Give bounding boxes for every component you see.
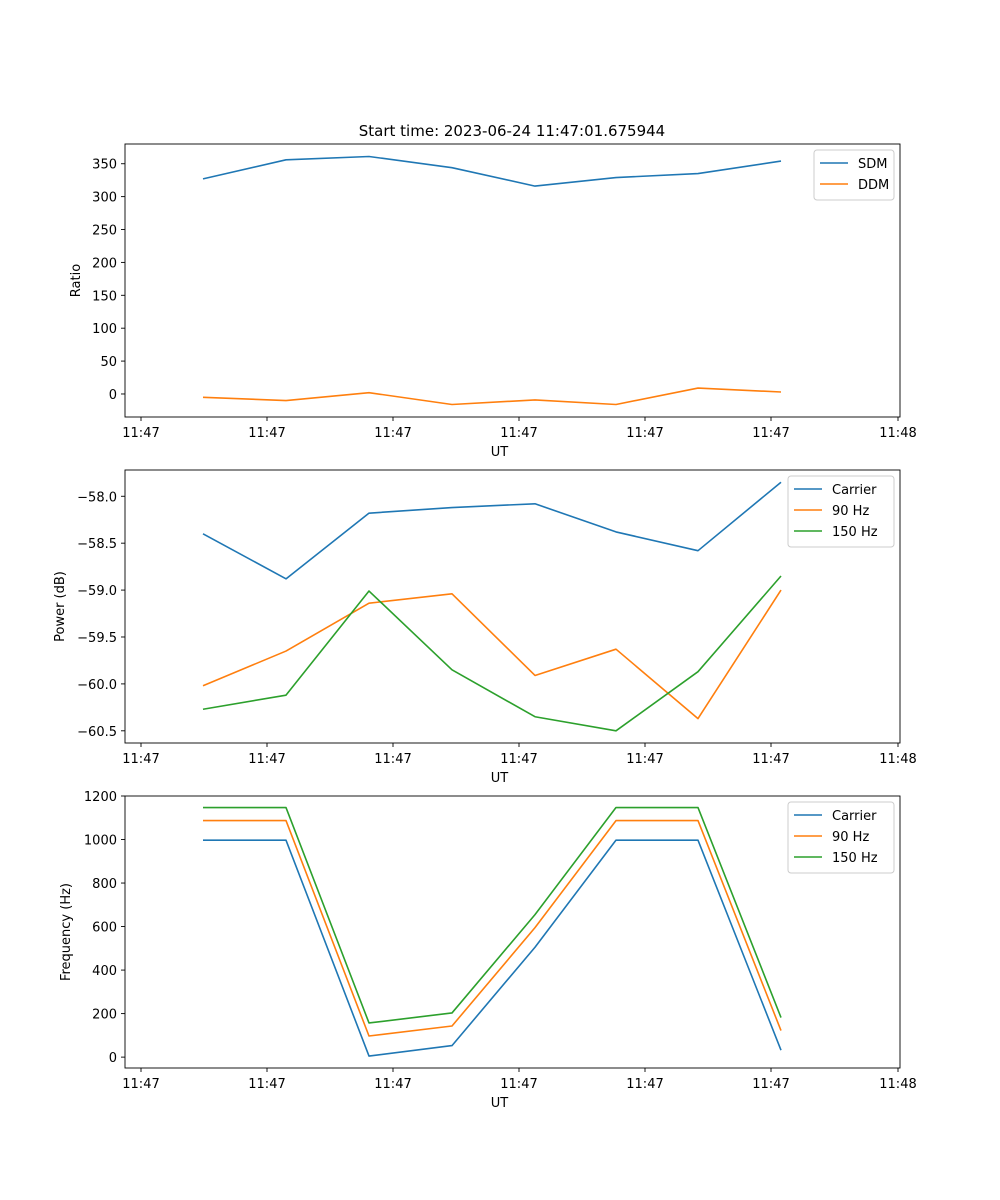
- y-tick-label: −58.0: [77, 490, 117, 505]
- x-tick-label: 11:48: [879, 426, 916, 441]
- x-tick-label: 11:47: [248, 752, 285, 767]
- x-tick-label: 11:48: [879, 752, 916, 767]
- x-axis-label: UT: [491, 445, 509, 460]
- x-tick-label: 11:47: [500, 752, 537, 767]
- legend: Carrier 90 Hz 150 Hz: [787, 801, 895, 874]
- series-line-150-hz: [202, 575, 782, 732]
- x-tick-label: 11:47: [626, 426, 663, 441]
- y-tick-label: −60.5: [77, 725, 117, 740]
- x-tick-label: 11:47: [248, 426, 285, 441]
- y-tick-label: 600: [92, 921, 117, 936]
- x-axis-label: UT: [491, 771, 509, 786]
- y-axis-label: Power (dB): [53, 571, 68, 642]
- x-axis-label: UT: [491, 1096, 509, 1111]
- series-line-carrier: [203, 839, 782, 1057]
- y-tick-label: 100: [92, 322, 117, 337]
- legend-entry-90-hz: 90 Hz: [832, 830, 869, 845]
- y-tick-label: 400: [92, 964, 117, 979]
- legend-box: [787, 801, 895, 874]
- x-tick-label: 11:47: [626, 752, 663, 767]
- legend-entry-90-hz: 90 Hz: [832, 504, 869, 519]
- legend: SDM DDM: [813, 149, 895, 201]
- y-tick-label: 0: [109, 1051, 117, 1066]
- y-tick-label: −60.0: [77, 678, 117, 693]
- chart-panel-1: 11:47 11:47 11:47 11:47 11:47 11:47 11:48 UT 0 50…: [69, 143, 917, 460]
- y-tick-label: 300: [92, 191, 117, 206]
- y-axis-label: Frequency (Hz): [59, 883, 74, 981]
- x-tick-label: 11:47: [122, 1077, 159, 1092]
- y-tick-label: 250: [92, 224, 117, 239]
- x-tick-label: 11:47: [500, 1077, 537, 1092]
- series-line-90-hz: [202, 589, 782, 720]
- x-tick-label: 11:47: [752, 1077, 789, 1092]
- y-tick-label: 0: [109, 388, 117, 403]
- series-line-sdm: [202, 155, 782, 187]
- x-tick-label: 11:47: [122, 426, 159, 441]
- series-line-150-hz: [203, 806, 782, 1024]
- chart-panel-3: 11:47 11:47 11:47 11:47 11:47 11:47 11:48 UT 0 20…: [59, 790, 917, 1111]
- axes-frame: [124, 469, 901, 744]
- axes-frame: [124, 795, 901, 1069]
- x-tick-label: 11:47: [752, 426, 789, 441]
- x-tick-label: 11:47: [122, 752, 159, 767]
- y-tick-label: 50: [100, 355, 117, 370]
- legend-entry-150-hz: 150 Hz: [832, 525, 878, 540]
- y-axis-label: Ratio: [69, 264, 84, 297]
- x-tick-label: 11:47: [248, 1077, 285, 1092]
- legend-entry-carrier: Carrier: [832, 809, 877, 824]
- y-tick-label: 150: [92, 289, 117, 304]
- series-line-carrier: [202, 481, 782, 580]
- y-tick-label: 1000: [84, 834, 117, 849]
- legend-box: [787, 475, 895, 548]
- series-line-90-hz: [203, 819, 782, 1037]
- legend-entry-carrier: Carrier: [832, 483, 877, 498]
- x-tick-label: 11:47: [374, 752, 411, 767]
- x-tick-label: 11:47: [374, 426, 411, 441]
- y-tick-label: 200: [92, 1008, 117, 1023]
- x-tick-label: 11:47: [500, 426, 537, 441]
- y-tick-label: −59.5: [77, 631, 117, 646]
- legend-entry-ddm: DDM: [858, 178, 889, 193]
- x-tick-label: 11:48: [879, 1077, 916, 1092]
- y-tick-label: −58.5: [77, 537, 117, 552]
- series-line-ddm: [202, 387, 782, 406]
- axes-frame: [124, 143, 901, 418]
- chart-panel-2: 11:47 11:47 11:47 11:47 11:47 11:47 11:48 UT −60…: [53, 469, 917, 786]
- chart-title: Start time: 2023-06-24 11:47:01.675944: [359, 122, 665, 140]
- y-tick-label: 350: [92, 158, 117, 173]
- x-tick-label: 11:47: [752, 752, 789, 767]
- x-tick-label: 11:47: [626, 1077, 663, 1092]
- legend: Carrier 90 Hz 150 Hz: [787, 475, 895, 548]
- y-tick-label: −59.0: [77, 584, 117, 599]
- x-tick-label: 11:47: [374, 1077, 411, 1092]
- legend-entry-sdm: SDM: [858, 157, 887, 172]
- y-tick-label: 1200: [84, 790, 117, 805]
- y-tick-label: 200: [92, 256, 117, 271]
- y-tick-label: 800: [92, 877, 117, 892]
- legend-entry-150-hz: 150 Hz: [832, 851, 878, 866]
